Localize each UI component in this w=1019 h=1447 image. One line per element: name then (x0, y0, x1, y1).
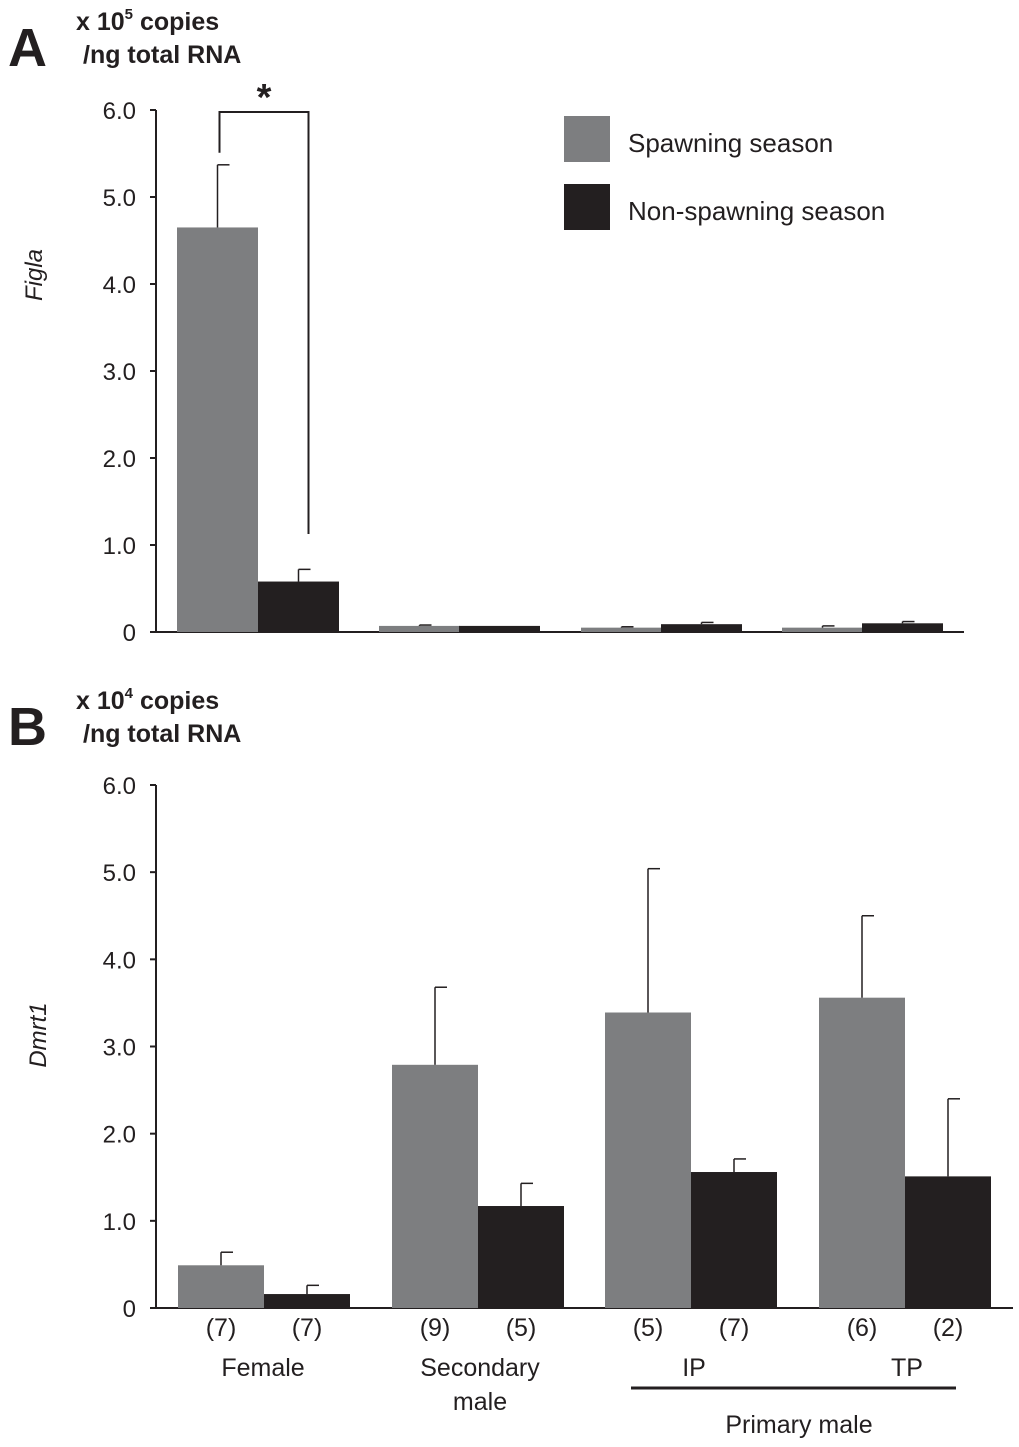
category-label-primary-male: Primary male (725, 1411, 872, 1439)
legend-label-non-spawning: Non-spawning season (628, 196, 885, 226)
sample-size-label: (9) (420, 1314, 451, 1342)
sample-size-label: (6) (847, 1314, 878, 1342)
category-label-female: Female (221, 1354, 304, 1382)
panel-b-plot: 0 1.0 2.0 3.0 4.0 5.0 6.0 (7) (9) (5) (6) (7) (5) (7)… (103, 773, 1013, 1342)
bar-spawning (605, 1012, 691, 1308)
sample-size-label: (5) (633, 1314, 664, 1342)
sample-size-label: (5) (506, 1314, 537, 1342)
category-label-tp: TP (891, 1354, 923, 1382)
legend-swatch-spawning (564, 116, 610, 162)
panel-a-ylabel: Figla (21, 249, 48, 301)
category-label-ip: IP (682, 1354, 706, 1382)
bar-spawning (178, 1265, 264, 1308)
bar-spawning (819, 997, 905, 1308)
panel-a-plot: 0 1.0 2.0 3.0 4.0 5.0 6.0 * (103, 77, 964, 647)
bar-spawning (581, 627, 662, 632)
bar-non-spawning (264, 1294, 350, 1308)
bar-spawning (177, 227, 258, 632)
bar-non-spawning (691, 1172, 777, 1308)
panel-a-letter: A (8, 18, 47, 78)
y-tick-label: 6.0 (103, 773, 136, 800)
y-tick-label: 5.0 (103, 860, 136, 887)
category-label-secondary-line1: Secondary (420, 1354, 540, 1382)
y-tick-label: 1.0 (103, 1209, 136, 1236)
panel-b-letter: B (8, 697, 47, 757)
legend-label-spawning: Spawning season (628, 128, 833, 158)
sample-size-label: (2) (933, 1314, 964, 1342)
bar-non-spawning (661, 624, 742, 632)
y-tick-label: 0 (123, 1296, 136, 1323)
panel-a-unit-line1: x 105 copies (76, 6, 219, 36)
y-tick-label: 4.0 (103, 947, 136, 974)
bar-spawning (379, 625, 460, 632)
significance-bracket (218, 111, 310, 534)
bar-non-spawning (905, 1176, 991, 1308)
bar-spawning (392, 1064, 478, 1308)
y-tick-label: 2.0 (103, 1122, 136, 1149)
y-tick-label: 3.0 (103, 359, 136, 386)
panel-b-ylabel: Dmrt1 (25, 1002, 52, 1067)
y-tick-label: 3.0 (103, 1035, 136, 1062)
bar-non-spawning (459, 625, 540, 632)
bar-non-spawning (478, 1206, 564, 1308)
sample-size-label: (7) (292, 1314, 323, 1342)
legend-swatch-non-spawning (564, 184, 610, 230)
panel-a-unit-line2: /ng total RNA (83, 41, 241, 69)
y-tick-label: 2.0 (103, 446, 136, 473)
significance-star: * (257, 77, 272, 119)
y-tick-label: 5.0 (103, 185, 136, 212)
bar-non-spawning (258, 581, 339, 632)
category-labels: Female Secondary male IP TP Primary male (221, 1354, 956, 1439)
panel-b-unit-line1: x 104 copies (76, 685, 219, 715)
sample-size-label: (7) (206, 1314, 237, 1342)
bar-spawning (782, 627, 863, 632)
panel-b-unit-line2: /ng total RNA (83, 720, 241, 748)
y-tick-label: 4.0 (103, 272, 136, 299)
bar-non-spawning (862, 623, 943, 632)
sample-size-label: (7) (719, 1314, 750, 1342)
y-tick-label: 0 (123, 620, 136, 647)
category-label-secondary-line2: male (453, 1388, 507, 1416)
y-tick-label: 6.0 (103, 98, 136, 125)
y-tick-label: 1.0 (103, 533, 136, 560)
legend: Spawning season Non-spawning season (564, 116, 885, 230)
